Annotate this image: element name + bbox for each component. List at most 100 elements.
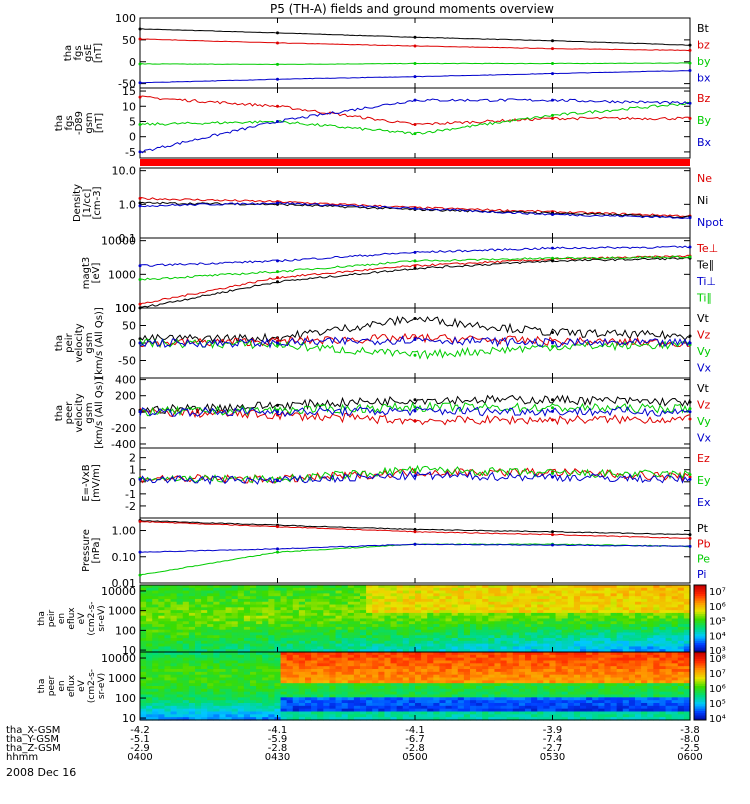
spectrogram-cell (659, 598, 667, 603)
spectrogram-cell (512, 640, 520, 645)
y-tick-label: 15 (122, 85, 136, 98)
spectrogram-cell (335, 686, 343, 690)
spectrogram-cell (555, 612, 563, 617)
colorbar-cell (694, 591, 706, 595)
spectrogram-cell (176, 646, 184, 650)
spectrogram-cell (176, 654, 184, 659)
spectrogram-cell (372, 649, 379, 653)
spectrogram-cell (305, 596, 312, 600)
spectrogram-cell (659, 590, 667, 594)
spectrogram-cell (647, 714, 654, 718)
spectrogram-cell (280, 705, 288, 710)
spectrogram-cell (415, 694, 422, 698)
spectrogram-cell (152, 593, 159, 597)
data-point (413, 419, 417, 423)
spectrogram-cell (384, 643, 392, 648)
spectrogram-cell (195, 711, 202, 715)
spectrogram-cell (347, 615, 355, 620)
spectrogram-cell (628, 697, 636, 701)
spectrogram-cell (525, 683, 532, 687)
spectrogram-cell (525, 657, 532, 662)
spectrogram-cell (378, 610, 386, 614)
spectrogram-cell (366, 683, 373, 687)
spectrogram-cell (506, 596, 514, 600)
spectrogram-cell (549, 615, 557, 620)
spectrogram-cell (317, 598, 324, 603)
spectrogram-cell (659, 638, 667, 642)
spectrogram-cell (567, 666, 575, 670)
spectrogram-cell (292, 607, 300, 611)
spectrogram-cell (445, 674, 453, 679)
data-point (138, 477, 142, 481)
spectrogram-cell (445, 646, 453, 650)
spectrogram-cell (384, 663, 392, 667)
spectrogram-cell (170, 691, 178, 696)
spectrogram-cell (665, 671, 673, 676)
spectrogram-cell (176, 660, 184, 664)
spectrogram-cell (543, 590, 551, 594)
spectrogram-cell (280, 626, 288, 631)
spectrogram-cell (506, 652, 514, 656)
spectrogram-cell (463, 666, 471, 670)
orbit-value: -5.1 (130, 734, 150, 745)
legend-bz: bz (697, 39, 710, 52)
spectrogram-cell (433, 703, 441, 707)
spectrogram-cell (146, 649, 153, 653)
spectrogram-cell (641, 711, 648, 715)
spectrogram-cell (555, 714, 563, 718)
spectrogram-cell (219, 596, 227, 600)
spectrogram-cell (182, 621, 190, 625)
spectrogram-cell (305, 615, 312, 620)
spectrogram-cell (665, 663, 673, 667)
spectrogram-cell (543, 632, 551, 636)
spectrogram-cell (286, 697, 294, 701)
spectrogram-cell (525, 593, 532, 597)
spectrogram-cell (665, 615, 673, 620)
spectrogram-cell (518, 585, 526, 589)
spectrogram-cell (274, 703, 282, 707)
spectrogram-cell (286, 596, 294, 600)
spectrogram-cell (213, 587, 221, 592)
spectrogram-cell (305, 671, 312, 676)
spectrogram-cell (567, 714, 575, 718)
spectrogram-cell (586, 607, 593, 611)
spectrogram-cell (628, 671, 636, 676)
spectrogram-cell (463, 624, 471, 628)
spectrogram-cell (512, 714, 520, 718)
spectrogram-cell (543, 610, 551, 614)
spectrogram-cell (641, 674, 648, 679)
spectrogram-cell (286, 643, 294, 648)
spectrogram-cell (140, 640, 147, 645)
spectrogram-cell (561, 671, 569, 676)
spectrogram-cell (659, 663, 667, 667)
spectrogram-cell (677, 632, 685, 636)
colorbar-cell (694, 593, 706, 597)
spectrogram-cell (671, 640, 679, 645)
spectrogram-cell (360, 610, 367, 614)
spectrogram-cell (360, 621, 367, 625)
spectrogram-cell (616, 669, 624, 673)
spectrogram-cell (665, 683, 673, 687)
spectrogram-cell (360, 700, 367, 704)
spectrogram-cell (408, 666, 416, 670)
spectrogram-cell (598, 590, 606, 594)
spectrogram-cell (231, 669, 239, 673)
spectrogram-cell (402, 621, 410, 625)
spectrogram-cell (317, 660, 324, 664)
spectrogram-cell (158, 666, 166, 670)
spectrogram-cell (207, 657, 214, 662)
spectrogram-cell (635, 697, 642, 701)
spectrogram-cell (317, 654, 324, 659)
spectrogram-cell (146, 686, 153, 690)
spectrogram-cell (653, 640, 661, 645)
spectrogram-cell (543, 640, 551, 645)
spectrogram-cell (506, 626, 514, 631)
spectrogram-cell (653, 612, 661, 617)
spectrogram-cell (463, 643, 471, 648)
spectrogram-cell (647, 705, 654, 710)
spectrogram-cell (213, 621, 221, 625)
spectrogram-cell (170, 638, 178, 642)
spectrogram-cell (237, 632, 245, 636)
